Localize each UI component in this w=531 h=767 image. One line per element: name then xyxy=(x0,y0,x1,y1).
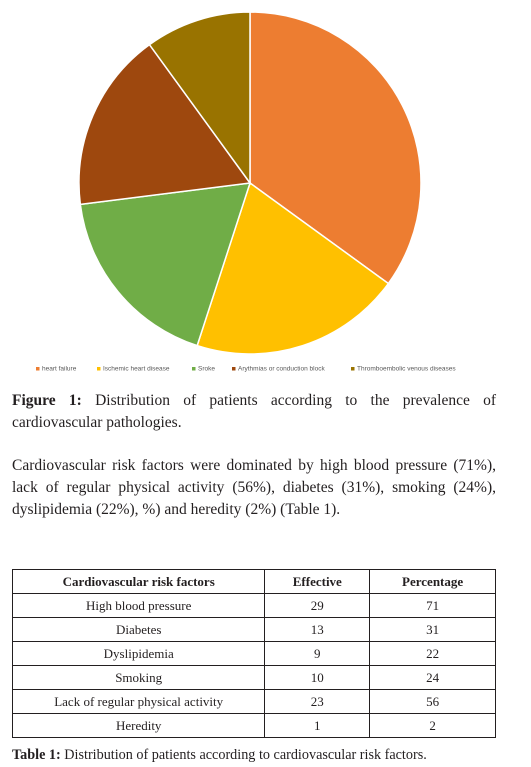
cell-effective: 13 xyxy=(264,617,371,642)
pie-slice-4 xyxy=(148,11,251,186)
figure-caption-text: Distribution of patients according to th… xyxy=(12,392,497,431)
table-caption: Table 1: Distribution of patients accord… xyxy=(12,746,512,764)
cell-effective: 10 xyxy=(264,665,371,690)
table-header-row: Cardiovascular risk factors Effective Pe… xyxy=(11,569,496,594)
cell-effective: 23 xyxy=(264,689,371,714)
table-row: Heredity 1 2 xyxy=(11,713,496,738)
cell-percentage: 71 xyxy=(369,593,496,618)
cell-factor: Dyslipidemia xyxy=(11,641,266,666)
cell-percentage: 56 xyxy=(369,689,496,714)
pie-slice-2 xyxy=(79,182,252,347)
cell-factor: Diabetes xyxy=(11,617,266,642)
table-caption-text: Distribution of patients according to ca… xyxy=(64,747,427,763)
legend-label-1: Ischemic heart disease xyxy=(103,366,170,373)
cell-percentage: 24 xyxy=(369,665,496,690)
legend-label-0: heart failure xyxy=(42,366,77,373)
table-row: High blood pressure 29 71 xyxy=(11,593,496,618)
risk-factors-table: Cardiovascular risk factors Effective Pe… xyxy=(11,569,496,738)
cell-effective: 9 xyxy=(264,641,371,666)
legend-label-2: Sroke xyxy=(198,366,215,373)
header-effective: Effective xyxy=(264,569,371,594)
legend-swatch-3 xyxy=(232,367,236,371)
cell-factor: Lack of regular physical activity xyxy=(11,689,266,714)
table-row: Dyslipidemia 9 22 xyxy=(11,641,496,666)
header-percentage: Percentage xyxy=(369,569,496,594)
body-paragraph: Cardiovascular risk factors were dominat… xyxy=(12,457,496,518)
cell-percentage: 22 xyxy=(369,641,496,666)
table-row: Diabetes 13 31 xyxy=(11,617,496,642)
table-caption-label: Table 1: xyxy=(12,747,61,763)
cell-factor: Heredity xyxy=(11,713,266,738)
legend-swatch-4 xyxy=(351,367,355,371)
cell-factor: High blood pressure xyxy=(11,593,266,618)
pie-slice-1 xyxy=(196,181,390,355)
table-row: Lack of regular physical activity 23 56 xyxy=(11,689,496,714)
legend-label-4: Thromboembolic venous diseases xyxy=(357,366,456,373)
pie-chart: heart failure Ischemic heart disease Sroke… xyxy=(36,11,456,373)
legend-swatch-1 xyxy=(97,367,101,371)
legend-swatch-0 xyxy=(36,367,40,371)
cell-percentage: 2 xyxy=(369,713,496,738)
cell-percentage: 31 xyxy=(369,617,496,642)
cell-effective: 1 xyxy=(264,713,371,738)
pie-slice-0 xyxy=(249,11,422,285)
cell-factor: Smoking xyxy=(11,665,266,690)
legend-swatch-2 xyxy=(192,367,196,371)
cell-effective: 29 xyxy=(264,593,371,618)
figure-caption: Figure 1: Distribution of patients accor… xyxy=(12,390,496,434)
pie-slice-3 xyxy=(78,43,252,206)
figure-caption-label: Figure 1: xyxy=(12,392,82,409)
legend-label-3: Arythmias or conduction block xyxy=(238,366,325,373)
header-risk-factor: Cardiovascular risk factors xyxy=(11,569,266,594)
table-row: Smoking 10 24 xyxy=(11,665,496,690)
